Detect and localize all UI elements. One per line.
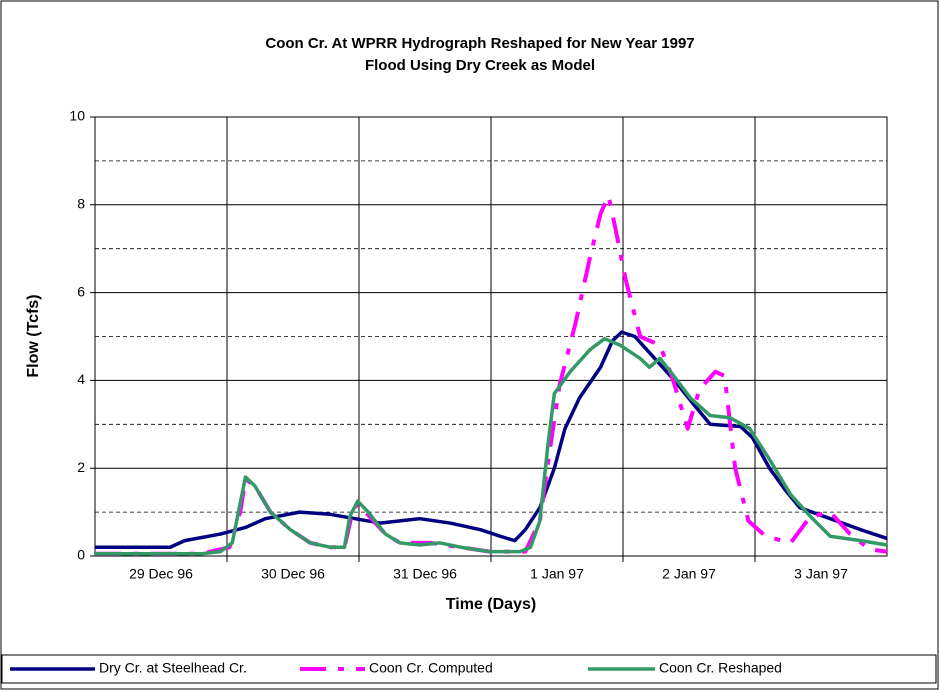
chart-title: Flood Using Dry Creek as Model xyxy=(365,57,595,74)
y-tick-label: 8 xyxy=(77,196,85,212)
chart-title: Coon Cr. At WPRR Hydrograph Reshaped for… xyxy=(265,35,694,52)
y-tick-label: 0 xyxy=(77,547,85,563)
legend-box xyxy=(1,654,937,684)
x-tick-label: 30 Dec 96 xyxy=(261,566,325,582)
x-tick-label: 1 Jan 97 xyxy=(530,566,584,582)
y-tick-label: 4 xyxy=(77,371,85,387)
y-tick-label: 6 xyxy=(77,283,85,299)
legend-label: Dry Cr. at Steelhead Cr. xyxy=(99,660,247,676)
y-tick-label: 2 xyxy=(77,459,85,475)
y-tick-label: 10 xyxy=(69,108,85,124)
line-series xyxy=(95,330,888,549)
y-axis-label: Flow (Tcfs) xyxy=(25,294,42,377)
x-tick-label: 3 Jan 97 xyxy=(794,566,848,582)
x-tick-label: 29 Dec 96 xyxy=(129,566,193,582)
legend-label: Coon Cr. Computed xyxy=(369,660,493,676)
legend-label: Coon Cr. Reshaped xyxy=(659,660,782,676)
line-series xyxy=(95,336,888,556)
x-tick-label: 2 Jan 97 xyxy=(662,566,716,582)
x-axis-label: Time (Days) xyxy=(446,596,536,613)
x-tick-label: 31 Dec 96 xyxy=(393,566,457,582)
